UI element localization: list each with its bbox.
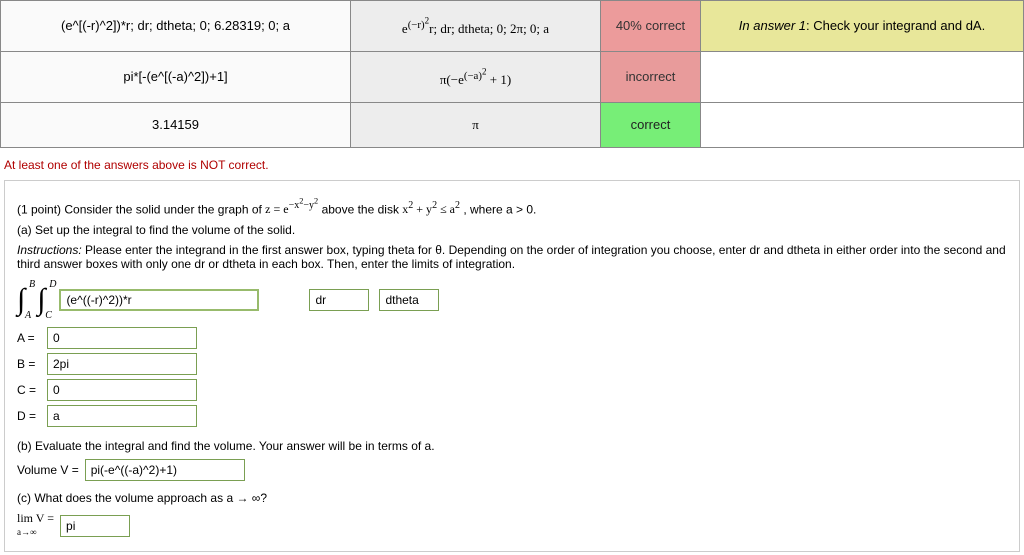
results-row: 3.14159πcorrect bbox=[1, 102, 1024, 147]
inner-upper: D bbox=[49, 279, 56, 290]
inner-lower: C bbox=[45, 310, 52, 321]
limit-sub: a→∞ bbox=[17, 527, 36, 537]
status-cell: incorrect bbox=[601, 51, 701, 102]
limit-label: lim V = bbox=[17, 511, 54, 525]
results-row: pi*[-(e^[(-a)^2])+1]π(−e(−a)2 + 1)incorr… bbox=[1, 51, 1024, 102]
instructions-text: Please enter the integrand in the first … bbox=[17, 243, 1006, 271]
stem-part2: above the disk bbox=[322, 202, 403, 216]
limit-c-input[interactable]: 0 bbox=[47, 379, 197, 401]
outer-lower: A bbox=[25, 310, 31, 321]
limit-b-label: B = bbox=[17, 357, 47, 371]
feedback-cell: In answer 1: Check your integrand and dA… bbox=[701, 1, 1024, 52]
student-answer: (e^[(-r)^2])*r; dr; dtheta; 0; 6.28319; … bbox=[1, 1, 351, 52]
limits-grid: A = 0 B = 2pi C = 0 D = a bbox=[17, 327, 1007, 427]
part-b-text: (b) Evaluate the integral and find the v… bbox=[17, 439, 1007, 453]
stem-math2: x2 + y2 ≤ a2 bbox=[402, 202, 460, 216]
limit-b-input[interactable]: 2pi bbox=[47, 353, 197, 375]
stem-part3: , where a > 0. bbox=[463, 202, 536, 216]
status-cell: 40% correct bbox=[601, 1, 701, 52]
instructions: Instructions: Please enter the integrand… bbox=[17, 243, 1007, 271]
limit-d-input[interactable]: a bbox=[47, 405, 197, 427]
student-answer: pi*[-(e^[(-a)^2])+1] bbox=[1, 51, 351, 102]
d2-input[interactable]: dtheta bbox=[379, 289, 439, 311]
outer-upper: B bbox=[29, 279, 35, 290]
volume-label: Volume V = bbox=[17, 463, 79, 477]
status-cell: correct bbox=[601, 102, 701, 147]
inner-integral-icon: ∫ D C bbox=[37, 283, 45, 317]
limit-c-label: C = bbox=[17, 383, 47, 397]
problem-statement: (1 point) Consider the solid under the g… bbox=[4, 180, 1020, 552]
results-row: (e^[(-r)^2])*r; dr; dtheta; 0; 6.28319; … bbox=[1, 1, 1024, 52]
stem-math1: z = e−x2−y2 bbox=[265, 202, 318, 216]
volume-input[interactable]: pi(-e^((-a)^2)+1) bbox=[85, 459, 245, 481]
limit-d-label: D = bbox=[17, 409, 47, 423]
limit-value-input[interactable]: pi bbox=[60, 515, 130, 537]
instructions-label: Instructions: bbox=[17, 243, 82, 257]
warning-text: At least one of the answers above is NOT… bbox=[4, 158, 1024, 172]
d1-input[interactable]: dr bbox=[309, 289, 369, 311]
feedback-cell bbox=[701, 102, 1024, 147]
outer-integral-icon: ∫ B A bbox=[17, 283, 25, 317]
correct-answer: π bbox=[351, 102, 601, 147]
limit-a-input[interactable]: 0 bbox=[47, 327, 197, 349]
student-answer: 3.14159 bbox=[1, 102, 351, 147]
part-c-text: (c) What does the volume approach as a →… bbox=[17, 491, 1007, 505]
stem-part1: Consider the solid under the graph of bbox=[64, 202, 265, 216]
correct-answer: π(−e(−a)2 + 1) bbox=[351, 51, 601, 102]
results-table: (e^[(-r)^2])*r; dr; dtheta; 0; 6.28319; … bbox=[0, 0, 1024, 148]
feedback-cell bbox=[701, 51, 1024, 102]
part-a-text: (a) Set up the integral to find the volu… bbox=[17, 223, 1007, 237]
integrand-input[interactable]: (e^((-r)^2))*r bbox=[59, 289, 259, 311]
correct-answer: e(−r)2r; dr; dtheta; 0; 2π; 0; a bbox=[351, 1, 601, 52]
integral-expression: ∫ B A ∫ D C (e^((-r)^2))*r dr dtheta bbox=[17, 283, 1007, 317]
points-label: (1 point) bbox=[17, 202, 61, 216]
limit-a-label: A = bbox=[17, 331, 47, 345]
